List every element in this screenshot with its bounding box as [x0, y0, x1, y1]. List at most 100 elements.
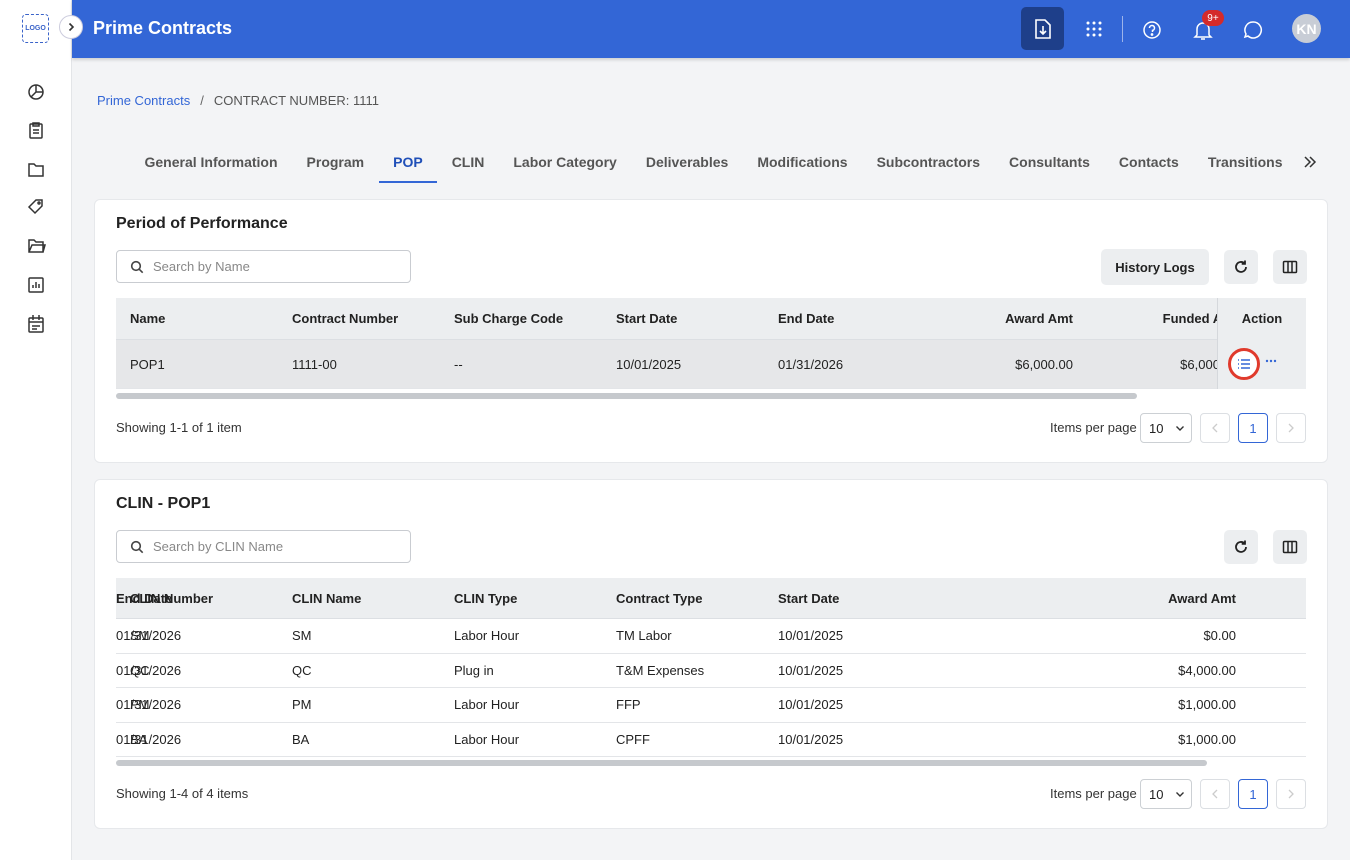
column-header[interactable]: Start Date [778, 590, 840, 606]
refresh-button[interactable] [1224, 250, 1258, 284]
column-header[interactable]: End Date [778, 311, 835, 326]
tab[interactable]: CLIN [451, 154, 485, 170]
search-placeholder: Search by CLIN Name [153, 539, 284, 554]
row-details-button[interactable] [1228, 348, 1260, 380]
table-cell: QC [130, 662, 150, 678]
column-header[interactable]: Name [130, 311, 166, 326]
column-header[interactable]: Award Amt [1005, 311, 1073, 326]
table-cell: -- [454, 356, 463, 372]
search-icon [130, 260, 144, 274]
chat-icon[interactable] [1242, 19, 1264, 41]
tab[interactable]: Labor Category [513, 154, 617, 170]
scrollbar[interactable] [116, 393, 1137, 399]
contracts-icon[interactable] [29, 122, 43, 139]
tabs-more-icon[interactable] [1303, 155, 1317, 169]
dashboard-icon[interactable] [28, 84, 44, 100]
tab-bar: General Information Program POP CLIN Labor C… [130, 143, 1297, 185]
page-button[interactable]: 1 [1238, 413, 1268, 443]
breadcrumb-link[interactable]: Prime Contracts [97, 93, 191, 108]
table-cell: 01/31/2026 [116, 628, 182, 644]
table-cell: T&M Expenses [616, 662, 705, 678]
tab[interactable]: Deliverables [645, 154, 729, 170]
sidebar-toggle[interactable] [59, 15, 83, 39]
chevron-icon [68, 22, 75, 32]
folder-icon[interactable] [28, 163, 44, 177]
page-size-select[interactable]: 10 [1140, 413, 1192, 443]
action-header: Action [1241, 311, 1283, 326]
pagination-summary: Showing 1-1 of 1 item [116, 420, 242, 435]
refresh-button-icon [1235, 540, 1247, 553]
table-row[interactable] [116, 688, 1306, 723]
download-button[interactable] [1021, 7, 1064, 50]
refresh-button[interactable] [1224, 530, 1258, 564]
columns-button[interactable] [1273, 530, 1307, 564]
scrollbar[interactable] [116, 760, 1207, 766]
breadcrumb-separator: / [200, 93, 204, 108]
table-row[interactable] [116, 340, 1306, 389]
prev-page-button[interactable] [1200, 779, 1230, 809]
table-row[interactable] [116, 722, 1306, 757]
table-cell: SM [130, 628, 150, 644]
list-icon [1238, 359, 1250, 369]
page-button[interactable]: 1 [1238, 779, 1268, 809]
prev-page-button[interactable] [1200, 413, 1230, 443]
search-input[interactable]: Search by Name [116, 250, 411, 283]
next-page-button[interactable] [1276, 413, 1306, 443]
column-header[interactable]: End Date [116, 590, 173, 606]
prev-icon [1212, 423, 1218, 433]
table-cell: BA [130, 731, 148, 747]
table-cell: Labor Hour [454, 697, 520, 713]
calendar-icon[interactable] [28, 315, 44, 333]
tab[interactable]: Consultants [1009, 154, 1090, 170]
tab[interactable]: General Information [144, 154, 278, 170]
sidebar: LOGO [0, 0, 72, 860]
breadcrumb-current: CONTRACT NUMBER: 1111 [213, 93, 380, 108]
table-row[interactable] [116, 619, 1306, 654]
table-cell: TM Labor [616, 628, 672, 644]
column-header[interactable]: Contract Number [292, 311, 399, 326]
column-header[interactable]: CLIN Name [292, 590, 362, 606]
columns-button[interactable] [1273, 250, 1307, 284]
column-header[interactable]: CLIN Type [454, 590, 518, 606]
column-header[interactable]: CLIN Number [130, 590, 214, 606]
app-title: Prime Contracts [93, 18, 233, 38]
page-size-select[interactable]: 10 [1140, 779, 1192, 809]
download-icon [1035, 19, 1051, 39]
pagination-summary: Showing 1-4 of 4 items [116, 786, 249, 801]
table-cell: 10/01/2025 [778, 662, 844, 678]
row-more-button[interactable] [1264, 354, 1278, 368]
column-header[interactable]: Sub Charge Code [454, 311, 564, 326]
tab[interactable]: Modifications [757, 154, 848, 170]
help-icon[interactable] [1142, 20, 1162, 40]
tab[interactable]: POP [378, 143, 438, 183]
column-header[interactable]: Contract Type [616, 590, 703, 606]
tab[interactable]: Contacts [1118, 154, 1179, 170]
table-cell: 01/31/2026 [116, 662, 182, 678]
logo[interactable]: LOGO [22, 14, 49, 43]
tab[interactable]: Program [306, 154, 365, 170]
table-cell: 1111-00 [292, 356, 337, 372]
history-logs-button[interactable]: History Logs [1101, 249, 1209, 285]
table-cell: BA [292, 731, 310, 747]
next-page-button[interactable] [1276, 779, 1306, 809]
report-icon[interactable] [28, 277, 44, 293]
column-header[interactable]: Award Amt [1168, 590, 1236, 606]
table-cell: QC [292, 662, 312, 678]
tag-icon[interactable] [27, 199, 43, 215]
apps-icon[interactable] [1085, 20, 1103, 38]
pop-card: Period of Performance Search by Name Histo… [94, 199, 1328, 463]
columns-button-icon [1282, 540, 1298, 554]
column-header[interactable]: Start Date [616, 311, 678, 326]
table-cell: PM [130, 697, 150, 713]
notification-badge: 9+ [1202, 10, 1224, 26]
avatar[interactable]: KN [1292, 14, 1321, 43]
tab[interactable]: Subcontractors [876, 154, 981, 170]
dropdown-icon [1176, 792, 1185, 797]
table-cell: 10/01/2025 [778, 731, 844, 747]
table-row[interactable] [116, 653, 1306, 688]
folder-open-icon[interactable] [28, 239, 46, 253]
tab[interactable]: Transitions [1207, 154, 1283, 170]
search-input[interactable]: Search by CLIN Name [116, 530, 411, 563]
